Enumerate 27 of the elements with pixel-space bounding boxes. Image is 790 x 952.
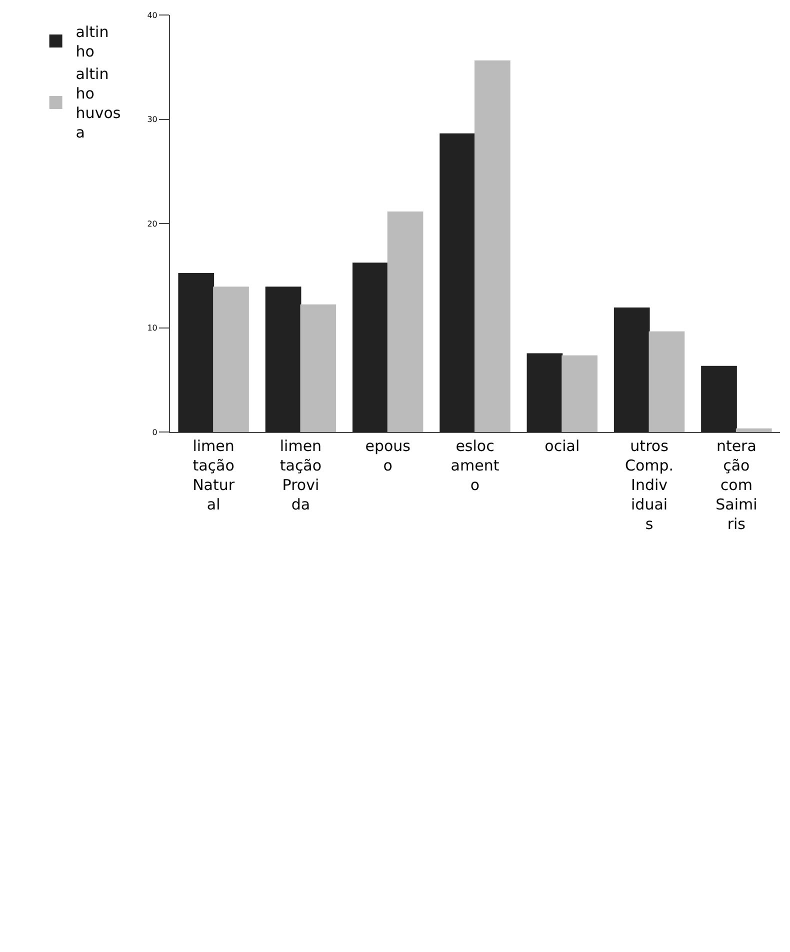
x-tick-label: epouso [365,437,411,474]
x-tick-label: utros Comp. Individuais [625,437,674,533]
bar [213,286,249,432]
bar [387,212,424,432]
y-tick-label: 0 [152,428,158,437]
bar [352,262,388,432]
x-tick-label: eslocamento [450,437,500,494]
y-tick-label: 20 [147,219,158,228]
y-tick-label: 40 [147,10,158,20]
bar [736,428,772,432]
x-tick-label: ocial [544,437,580,455]
bar [178,273,214,432]
bar [474,60,510,432]
x-tick-label: limentação Natural [192,437,236,514]
bar [526,353,563,432]
x-tick-label: nteração com Saimiris [716,437,758,533]
y-tick-label: 30 [147,115,158,124]
bar [701,366,737,432]
bar [648,331,685,432]
bar [614,307,650,432]
legend-label: altinho huvosa [76,65,121,142]
bar [300,304,336,432]
bar [440,133,476,432]
x-tick-label: limentação Provida [280,437,322,514]
y-tick-label: 10 [147,324,158,333]
bar [562,355,598,432]
bar [265,286,302,432]
